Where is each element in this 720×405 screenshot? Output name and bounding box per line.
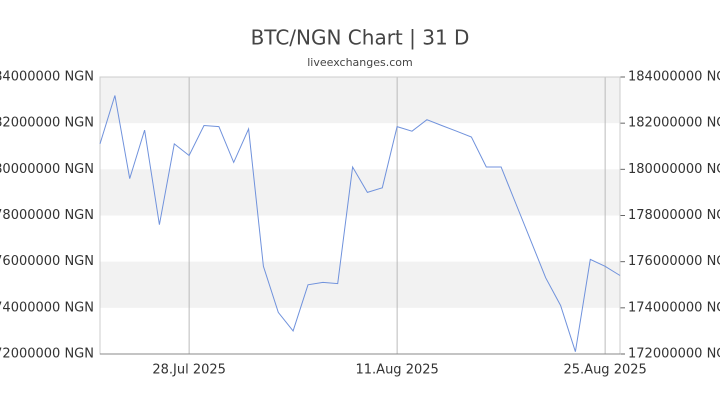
- y2-tick-label: 184000000 NGN: [628, 70, 720, 85]
- plot-band: [100, 261, 620, 308]
- chart-title: BTC/NGN Chart | 31 D: [251, 26, 470, 50]
- plot-band: [100, 169, 620, 216]
- y-tick-label: 172000000 NGN: [0, 347, 94, 362]
- y-tick-label: 184000000 NGN: [0, 70, 94, 85]
- x-tick-label: 25.Aug 2025: [564, 363, 647, 378]
- y-tick-label: 180000000 NGN: [0, 162, 94, 177]
- y2-tick-label: 172000000 NGN: [628, 347, 720, 362]
- x-tick-label: 11.Aug 2025: [356, 363, 439, 378]
- y-tick-label: 174000000 NGN: [0, 300, 94, 315]
- y2-tick-label: 176000000 NGN: [628, 254, 720, 269]
- y-tick-label: 178000000 NGN: [0, 208, 94, 223]
- y2-tick-label: 174000000 NGN: [628, 300, 720, 315]
- price-line: [99, 95, 621, 352]
- y2-tick-label: 178000000 NGN: [628, 208, 720, 223]
- y-tick-label: 182000000 NGN: [0, 116, 94, 131]
- plot-band: [100, 77, 620, 124]
- y-tick-label: 176000000 NGN: [0, 254, 94, 269]
- y2-tick-label: 180000000 NGN: [628, 162, 720, 177]
- x-tick-label: 28.Jul 2025: [152, 363, 226, 378]
- y2-tick-label: 182000000 NGN: [628, 116, 720, 131]
- chart-subtitle: liveexchanges.com: [307, 56, 412, 69]
